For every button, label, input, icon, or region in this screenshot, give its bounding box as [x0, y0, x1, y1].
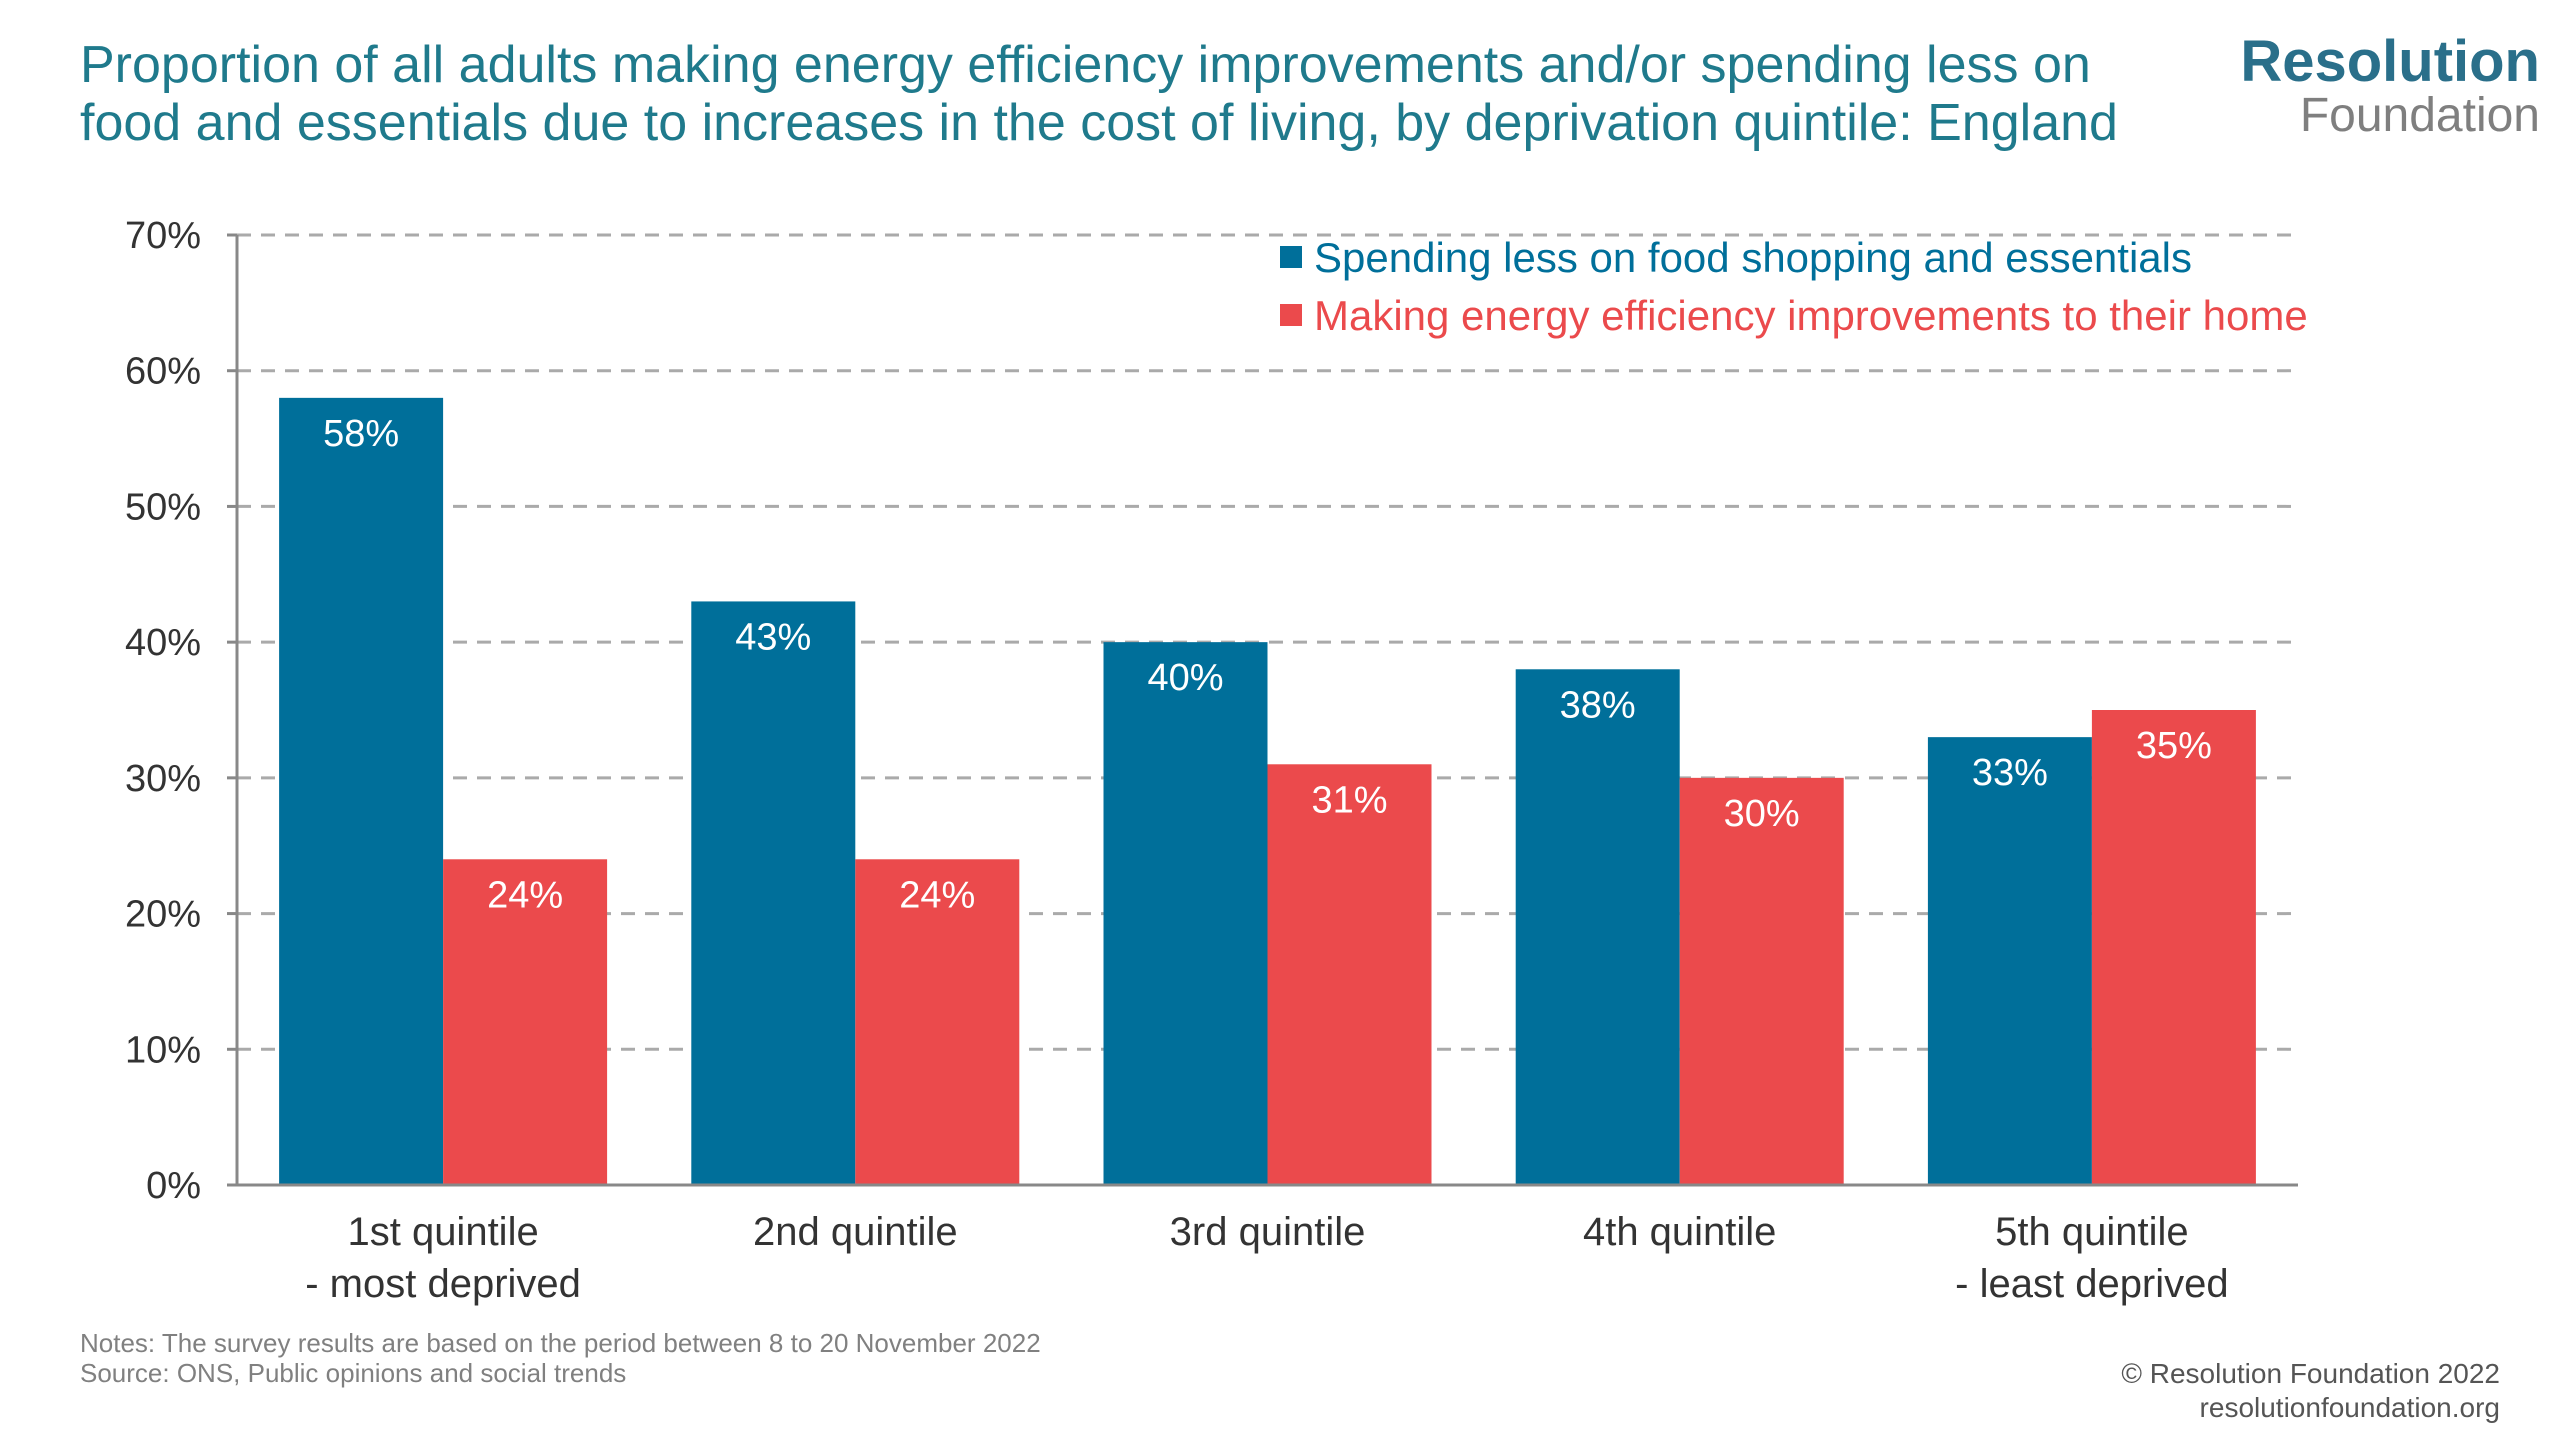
- y-tick-label: 30%: [125, 758, 201, 800]
- title-line-2: food and essentials due to increases in …: [80, 94, 2118, 152]
- bar-spending-less: [279, 397, 444, 1185]
- x-category-label: 1st quintile: [347, 1210, 538, 1254]
- data-label: 24%: [487, 874, 563, 916]
- footer-notes: Notes: The survey results are based on t…: [80, 1328, 1041, 1388]
- footer-credit: © Resolution Foundation 2022 resolutionf…: [2121, 1357, 2500, 1425]
- data-label: 31%: [1311, 779, 1387, 821]
- bar-spending-less: [1103, 642, 1268, 1185]
- x-category-label: - least deprived: [1955, 1262, 2228, 1306]
- logo-main-text: Resolution: [2240, 29, 2540, 94]
- source-text: Source: ONS, Public opinions and social …: [80, 1358, 627, 1388]
- x-category-label: 5th quintile: [1995, 1210, 2188, 1254]
- title-line-1: Proportion of all adults making energy e…: [80, 36, 2091, 94]
- legend-label: Spending less on food shopping and essen…: [1314, 234, 2192, 281]
- y-tick-label: 40%: [125, 622, 201, 664]
- website-text: resolutionfoundation.org: [2199, 1392, 2500, 1423]
- bar-spending-less: [1515, 669, 1680, 1185]
- chart-title: Proportion of all adults making energy e…: [80, 36, 2200, 152]
- data-label: 38%: [1560, 684, 1636, 726]
- data-label: 33%: [1972, 752, 2048, 794]
- data-label: 43%: [735, 616, 811, 658]
- logo-sub-text: Foundation: [2299, 89, 2540, 142]
- bar-spending-less: [691, 601, 856, 1185]
- legend-swatch: [1280, 246, 1302, 268]
- bar-energy-efficiency: [443, 859, 608, 1185]
- legend-label: Making energy efficiency improvements to…: [1314, 292, 2308, 339]
- data-label: 40%: [1147, 657, 1223, 699]
- bar-energy-efficiency: [855, 859, 1020, 1185]
- legend-swatch: [1280, 304, 1302, 326]
- bar-energy-efficiency: [1267, 764, 1432, 1185]
- x-category-label: 2nd quintile: [753, 1210, 958, 1254]
- data-label: 58%: [323, 413, 399, 455]
- y-tick-label: 20%: [125, 894, 201, 936]
- data-label: 35%: [2136, 725, 2212, 767]
- y-tick-label: 0%: [146, 1165, 201, 1207]
- copyright-text: © Resolution Foundation 2022: [2121, 1358, 2500, 1389]
- notes-text: Notes: The survey results are based on t…: [80, 1328, 1041, 1358]
- bar-energy-efficiency: [2091, 710, 2256, 1185]
- data-label: 24%: [899, 874, 975, 916]
- data-label: 30%: [1724, 793, 1800, 835]
- x-category-label: 3rd quintile: [1170, 1210, 1366, 1254]
- y-tick-label: 70%: [125, 215, 201, 257]
- x-category-label: 4th quintile: [1583, 1210, 1776, 1254]
- y-tick-label: 60%: [125, 351, 201, 393]
- y-tick-label: 50%: [125, 486, 201, 528]
- resolution-foundation-logo: Resolution Foundation: [2210, 32, 2540, 140]
- bar-energy-efficiency: [1679, 777, 1844, 1185]
- y-tick-label: 10%: [125, 1029, 201, 1071]
- x-category-label: - most deprived: [305, 1262, 581, 1306]
- bar-spending-less: [1927, 737, 2092, 1185]
